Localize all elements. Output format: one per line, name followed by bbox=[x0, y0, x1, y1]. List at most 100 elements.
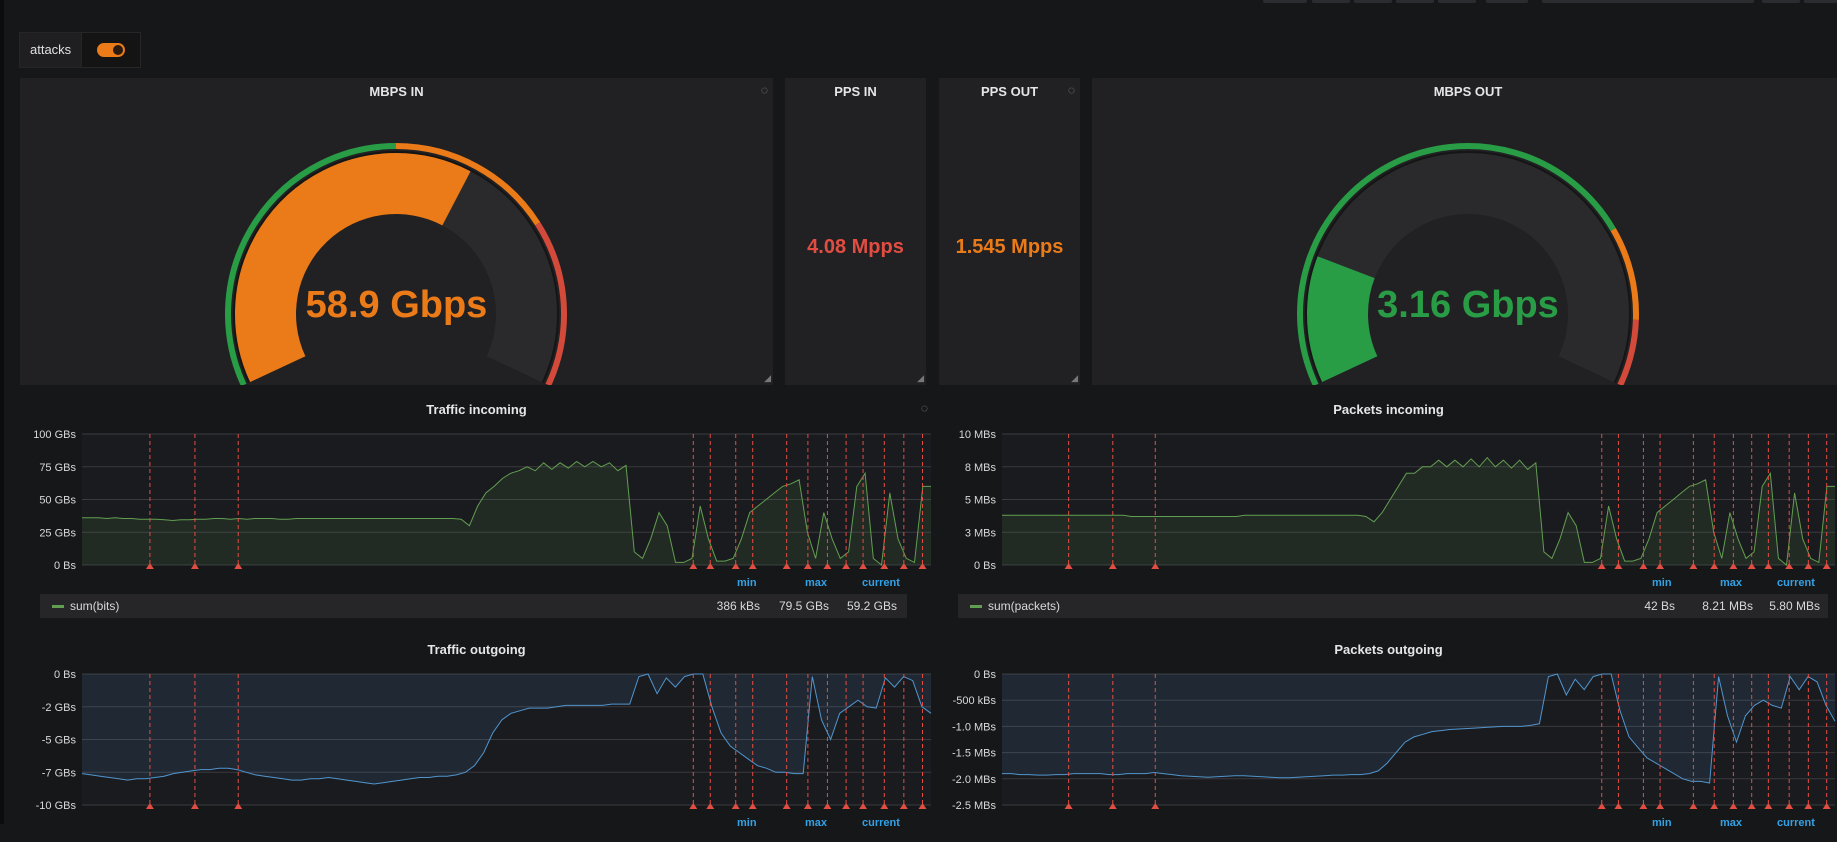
annotation-marker bbox=[1729, 563, 1738, 569]
annotation-marker bbox=[706, 563, 715, 569]
annotation-marker bbox=[1656, 803, 1665, 809]
chart-svg[interactable]: 0 Bs -500 kBs -1.0 MBs -1.5 MBs -2.0 MBs -2.5… bbox=[940, 662, 1837, 842]
legend-header-current[interactable]: current bbox=[1777, 577, 1815, 589]
annotation-marker bbox=[880, 563, 889, 569]
y-tick-label: 0 Bs bbox=[54, 669, 77, 681]
annotation-marker bbox=[1639, 563, 1648, 569]
y-tick-label: 0 Bs bbox=[974, 669, 997, 681]
series-area bbox=[82, 461, 931, 565]
refresh-button[interactable] bbox=[1804, 0, 1837, 3]
y-tick-label: -7 GBs bbox=[42, 767, 77, 779]
chart-svg[interactable]: 100 GBs 75 GBs 50 GBs 25 GBs 0 Bs bbox=[20, 422, 933, 602]
variable-toggle[interactable] bbox=[82, 33, 140, 67]
graph-packets-incoming: Packets incoming 10 MBs 8 MBs 5 MBs 3 MBs 0 … bbox=[940, 396, 1837, 628]
legend-header-min[interactable]: min bbox=[737, 817, 757, 829]
annotation-marker bbox=[731, 563, 740, 569]
series-area bbox=[82, 674, 931, 784]
graph-traffic-incoming: Traffic incoming ◌ 100 GBs 75 GBs 50 GBs 25… bbox=[20, 396, 933, 628]
panel-title: MBPS OUT bbox=[1433, 84, 1503, 99]
y-tick-label: 8 MBs bbox=[965, 462, 997, 474]
annotation-marker bbox=[190, 563, 199, 569]
toolbar-button[interactable] bbox=[1312, 0, 1350, 3]
annotation-marker bbox=[748, 563, 757, 569]
panel-mbps-out: MBPS OUT 3.16 Gbps bbox=[1092, 78, 1837, 385]
gauge-svg bbox=[1297, 143, 1639, 385]
loading-icon: ◌ bbox=[1067, 83, 1075, 97]
annotation-marker bbox=[1747, 563, 1756, 569]
legend-header-min[interactable]: min bbox=[1652, 577, 1672, 589]
annotation-marker bbox=[234, 563, 243, 569]
annotation-marker bbox=[803, 563, 812, 569]
y-tick-label: -1.0 MBs bbox=[952, 721, 997, 733]
legend-max: 8.21 MBs bbox=[1702, 599, 1753, 613]
annotation-marker bbox=[1785, 803, 1794, 809]
annotation-marker bbox=[899, 803, 908, 809]
annotation-marker bbox=[782, 803, 791, 809]
legend-series-name[interactable]: sum(bits) bbox=[70, 599, 120, 613]
legend: sum(bits) 386 kBs 79.5 GBs 59.2 GBs bbox=[40, 594, 907, 618]
y-tick-label: 100 GBs bbox=[33, 429, 76, 441]
y-tick-label: 10 MBs bbox=[959, 429, 997, 441]
gauge-track bbox=[1306, 152, 1630, 383]
toolbar-button[interactable] bbox=[1486, 0, 1528, 3]
gauge-threshold bbox=[1610, 227, 1639, 320]
annotation-marker bbox=[1639, 803, 1648, 809]
annotation-marker bbox=[842, 563, 851, 569]
legend-header-current[interactable]: current bbox=[1777, 817, 1815, 829]
resize-handle-icon[interactable]: ◢ bbox=[917, 373, 924, 383]
time-picker[interactable] bbox=[1542, 0, 1754, 3]
resize-handle-icon[interactable]: ◢ bbox=[1071, 373, 1078, 383]
toggle-switch[interactable] bbox=[97, 43, 126, 57]
annotation-marker bbox=[1151, 563, 1160, 569]
graph-title: Packets incoming bbox=[1333, 402, 1444, 417]
gauge-threshold bbox=[1297, 143, 1616, 385]
legend-swatch[interactable] bbox=[970, 605, 982, 608]
loading-icon: ◌ bbox=[920, 401, 928, 415]
annotation-marker bbox=[1108, 563, 1117, 569]
annotation-marker bbox=[1064, 803, 1073, 809]
legend-series-name[interactable]: sum(packets) bbox=[988, 599, 1061, 613]
gauge-svg bbox=[225, 143, 567, 385]
y-tick-label: 0 Bs bbox=[974, 560, 997, 572]
resize-handle-icon[interactable]: ◢ bbox=[764, 373, 771, 383]
annotation-marker bbox=[823, 563, 832, 569]
toolbar-button[interactable] bbox=[1438, 0, 1476, 3]
toolbar-button[interactable] bbox=[1354, 0, 1392, 3]
chart-svg[interactable]: 0 Bs -2 GBs -5 GBs -7 GBs -10 GBs bbox=[20, 662, 933, 842]
legend-header-min[interactable]: min bbox=[737, 577, 757, 589]
toolbar-button[interactable] bbox=[1396, 0, 1434, 3]
chart-svg[interactable]: 10 MBs 8 MBs 5 MBs 3 MBs 0 Bs bbox=[940, 422, 1837, 602]
variable-attacks: attacks bbox=[19, 32, 142, 68]
annotation-marker bbox=[1614, 803, 1623, 809]
y-tick-label: 50 GBs bbox=[39, 495, 76, 507]
legend-header-max[interactable]: max bbox=[1720, 577, 1743, 589]
legend-current: 59.2 GBs bbox=[846, 599, 897, 613]
gauge-threshold bbox=[225, 143, 397, 385]
legend-header-current[interactable]: current bbox=[862, 817, 900, 829]
series-line bbox=[1002, 456, 1835, 566]
annotation-marker bbox=[1822, 563, 1831, 569]
toolbar-button[interactable] bbox=[1263, 0, 1307, 3]
legend-swatch[interactable] bbox=[52, 605, 64, 608]
legend-max: 79.5 GBs bbox=[778, 599, 829, 613]
y-tick-label: 3 MBs bbox=[965, 527, 997, 539]
series-line bbox=[82, 460, 931, 566]
legend-header-max[interactable]: max bbox=[805, 577, 828, 589]
graph-packets-outgoing: Packets outgoing 0 Bs -500 kBs -1.0 MBs -1.… bbox=[940, 636, 1837, 829]
annotation-marker bbox=[731, 803, 740, 809]
annotation-marker bbox=[1764, 803, 1773, 809]
gauge-threshold bbox=[535, 222, 567, 385]
y-tick-label: 5 MBs bbox=[965, 495, 997, 507]
annotation-marker bbox=[145, 563, 154, 569]
annotation-marker bbox=[1747, 803, 1756, 809]
y-tick-label: -2.5 MBs bbox=[952, 800, 997, 812]
legend-header-min[interactable]: min bbox=[1652, 817, 1672, 829]
annotation-marker bbox=[190, 803, 199, 809]
legend-header-max[interactable]: max bbox=[805, 817, 828, 829]
annotation-marker bbox=[748, 803, 757, 809]
zoom-button[interactable] bbox=[1762, 0, 1800, 3]
annotation-marker bbox=[1710, 563, 1719, 569]
legend-header-current[interactable]: current bbox=[862, 577, 900, 589]
y-tick-label: 0 Bs bbox=[54, 560, 77, 572]
legend-header-max[interactable]: max bbox=[1720, 817, 1743, 829]
